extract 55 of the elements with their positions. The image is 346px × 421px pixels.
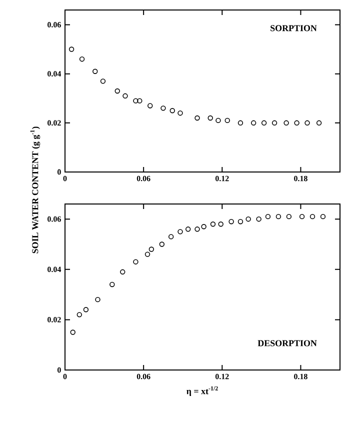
point (210, 222, 216, 227)
point (83, 307, 89, 312)
point (238, 219, 244, 224)
point (170, 108, 175, 114)
point (68, 46, 74, 52)
point (284, 120, 289, 126)
point (95, 296, 100, 302)
point (265, 214, 271, 220)
point (76, 312, 82, 318)
point (148, 103, 153, 108)
point (238, 120, 244, 126)
point (316, 120, 322, 126)
point (294, 120, 300, 126)
annotation: DESORPTION (258, 340, 317, 346)
point (194, 115, 200, 121)
point (148, 246, 154, 252)
point (137, 98, 142, 104)
point (159, 242, 165, 247)
point (133, 259, 138, 264)
point (304, 120, 310, 126)
point (133, 98, 138, 104)
point (216, 118, 221, 124)
point (100, 78, 106, 84)
point (114, 88, 120, 94)
point (160, 106, 166, 111)
point (256, 216, 262, 222)
point (208, 115, 213, 121)
point (178, 110, 183, 116)
point (246, 216, 251, 222)
point (272, 120, 278, 126)
annotation: SORPTION (270, 25, 317, 32)
point (120, 269, 126, 275)
point (286, 214, 292, 220)
point (122, 93, 128, 99)
point (218, 222, 224, 227)
y-axis-title: SOIL WATER CONTENT (g g$^{-1}$) (30, 126, 40, 254)
point (310, 214, 316, 220)
point (320, 214, 326, 220)
point (186, 226, 191, 232)
point (70, 330, 76, 335)
point (79, 56, 85, 62)
point (144, 252, 150, 257)
point (224, 118, 230, 124)
point (168, 234, 174, 240)
point (92, 68, 98, 74)
point (299, 214, 305, 220)
point (261, 120, 267, 126)
point (276, 214, 282, 220)
point (110, 282, 115, 288)
point (194, 226, 200, 232)
point (228, 219, 234, 224)
x-axis-title: η = xt$^{-1/2}$ (186, 386, 218, 396)
point (178, 229, 183, 234)
point (250, 120, 256, 126)
point (201, 224, 206, 230)
